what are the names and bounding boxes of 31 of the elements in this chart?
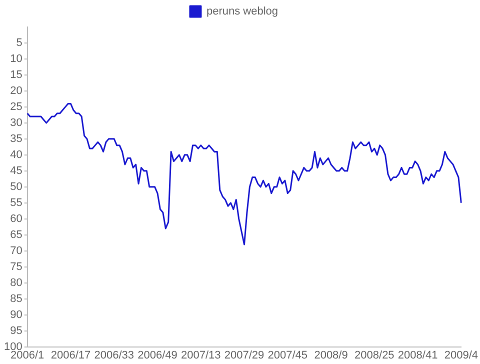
y-tick-label: 15 — [10, 69, 22, 81]
x-tick-label: 2006/33 — [94, 349, 134, 362]
y-tick-label: 25 — [10, 100, 22, 113]
x-tick-label: 2006/49 — [138, 349, 178, 362]
y-tick-label: 85 — [10, 292, 22, 305]
x-tick-label: 2006/17 — [50, 349, 91, 362]
x-tick-label: 2008/41 — [398, 349, 438, 362]
x-tick-label: 2007/29 — [224, 349, 264, 362]
y-tick-label: 20 — [10, 84, 22, 97]
x-tick-label: 2009/4 — [444, 349, 478, 362]
x-tick-label: 2008/9 — [314, 349, 348, 362]
y-tick-label: 50 — [10, 180, 22, 193]
y-tick-label: 90 — [10, 308, 22, 321]
y-tick-label: 45 — [10, 164, 22, 177]
x-tick-label: 2007/13 — [181, 349, 221, 362]
legend-label: peruns weblog — [206, 6, 278, 18]
y-tick-label: 70 — [10, 244, 22, 257]
y-tick-label: 75 — [10, 260, 22, 273]
y-tick-label: 5 — [16, 37, 22, 50]
y-tick-label: 60 — [10, 212, 22, 225]
y-tick-label: 35 — [10, 132, 22, 145]
y-tick-label: 95 — [10, 324, 22, 337]
y-tick-label: 65 — [10, 228, 22, 241]
y-tick-label: 30 — [10, 116, 22, 129]
x-tick-label: 2007/45 — [268, 349, 308, 362]
y-tick-label: 10 — [10, 53, 22, 66]
x-tick-label: 2008/25 — [354, 349, 394, 362]
y-tick-label: 80 — [10, 276, 22, 289]
y-tick-label: 55 — [10, 196, 22, 209]
x-tick-label: 2006/1 — [10, 349, 44, 362]
y-tick-label: 40 — [10, 148, 22, 161]
